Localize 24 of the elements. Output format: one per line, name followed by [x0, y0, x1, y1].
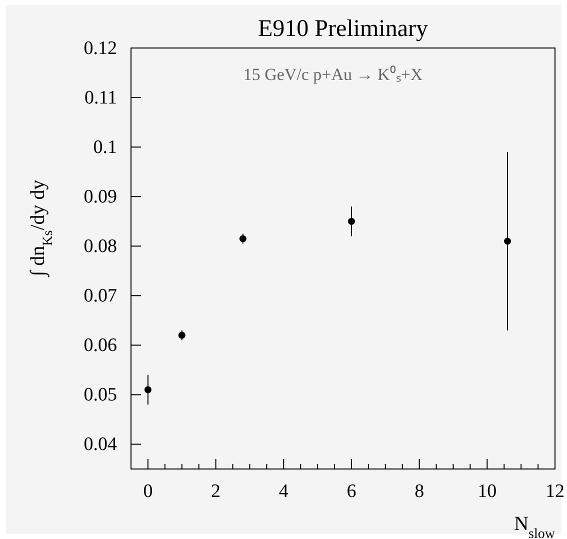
x-tick-label: 10 — [478, 481, 497, 502]
point — [504, 238, 512, 245]
x-tick-label: 0 — [143, 481, 153, 502]
y-tick-label: 0.06 — [84, 335, 117, 356]
chart-title: E910 Preliminary — [258, 16, 428, 42]
x-tick-label: 8 — [414, 481, 424, 502]
x-tick-label: 6 — [346, 481, 356, 502]
y-tick-label: 0.12 — [84, 38, 117, 59]
x-tick-label: 4 — [278, 481, 289, 502]
point — [348, 218, 355, 225]
point — [144, 386, 152, 394]
point — [239, 235, 246, 242]
x-axis-title: N$_{slow}$ — [514, 513, 556, 539]
y-tick-label: 0.08 — [84, 236, 117, 258]
x-tick-label: 12 — [546, 481, 564, 502]
point — [178, 332, 186, 339]
annotation: 15 GeV/c p+Au → K⁰ₛ+X — [243, 65, 423, 84]
y-tick-label: 0.05 — [84, 384, 117, 406]
y-tick-label: 0.11 — [84, 88, 117, 109]
y-tick-label: 0.04 — [84, 434, 118, 456]
y-tick-label: 0.1 — [93, 137, 117, 158]
y-tick-label: 0.09 — [84, 186, 117, 208]
x-tick-label: 2 — [211, 481, 221, 502]
y-tick-label: 0.07 — [84, 286, 117, 307]
